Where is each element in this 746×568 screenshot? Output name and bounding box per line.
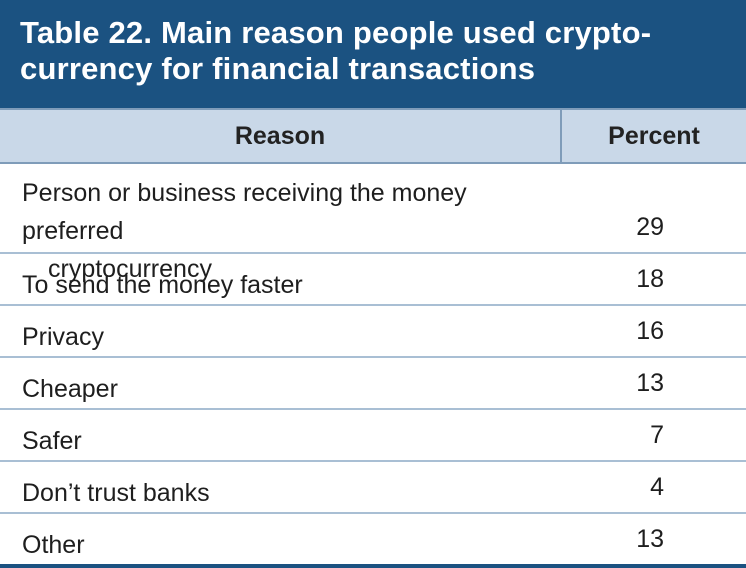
column-header-reason: Reason	[0, 110, 562, 162]
row-percent: 13	[636, 369, 664, 397]
table-row: Other 13	[0, 514, 746, 568]
row-reason-line-2: cryptocurrency	[48, 255, 212, 283]
column-header-percent: Percent	[608, 121, 700, 150]
row-reason: Don’t trust banks	[22, 479, 210, 507]
table-body: Person or business receiving the money p…	[0, 164, 746, 568]
row-reason: Other	[22, 531, 85, 559]
table-title: Table 22. Main reason people used crypto…	[20, 15, 728, 87]
row-percent: 29	[636, 213, 664, 241]
table-row: Safer 7	[0, 410, 746, 462]
row-reason: To send the money faster	[22, 271, 303, 299]
title-line-1: Table 22. Main reason people used crypto…	[20, 15, 652, 50]
title-line-2: currency for financial transactions	[20, 51, 536, 86]
row-percent: 13	[636, 525, 664, 553]
row-percent: 4	[650, 473, 664, 501]
row-reason: Privacy	[22, 323, 104, 351]
row-percent: 18	[636, 265, 664, 293]
table-row: Don’t trust banks 4	[0, 462, 746, 514]
row-percent: 7	[650, 421, 664, 449]
table-row: Cheaper 13	[0, 358, 746, 410]
row-reason-line-1: Person or business receiving the money p…	[22, 179, 467, 245]
row-reason: Safer	[22, 427, 82, 455]
table-row: Privacy 16	[0, 306, 746, 358]
table-title-bar: Table 22. Main reason people used crypto…	[0, 0, 746, 108]
row-reason: Cheaper	[22, 375, 118, 403]
row-reason: Person or business receiving the money p…	[22, 174, 562, 288]
table-row: To send the money faster 18	[0, 254, 746, 306]
table-row: Person or business receiving the money p…	[0, 164, 746, 283]
table-header-row: Reason Percent	[0, 108, 746, 164]
row-percent: 16	[636, 317, 664, 345]
